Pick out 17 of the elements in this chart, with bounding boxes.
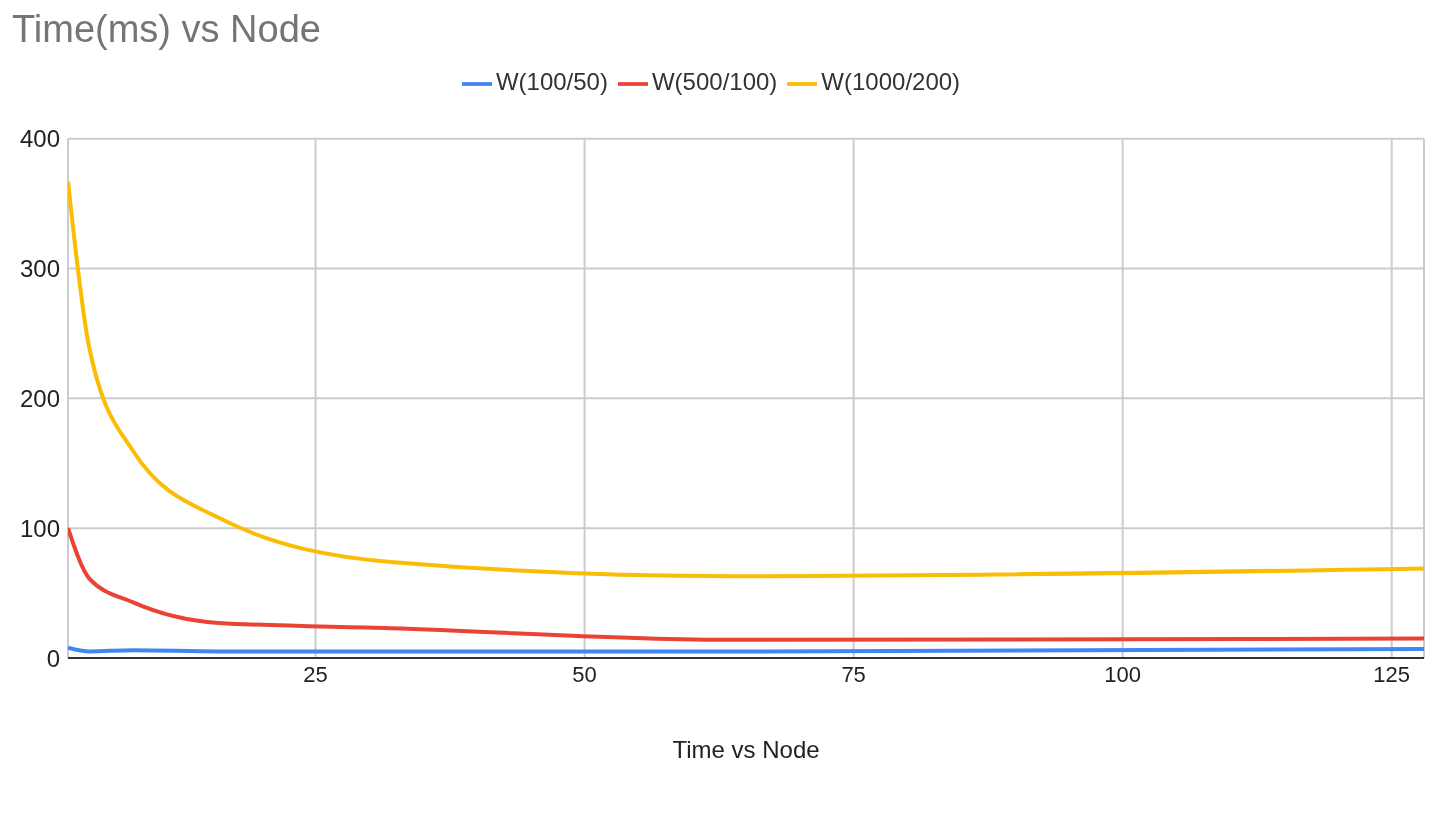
line-series: [68, 526, 1424, 642]
x-axis-title: Time vs Node: [672, 736, 820, 763]
x-tick-label: 125: [1373, 661, 1411, 687]
x-tick-label: 100: [1104, 661, 1142, 687]
chart-title: Time(ms) vs Node: [12, 8, 322, 52]
y-tick-label: 0: [46, 644, 60, 672]
x-tick-label: 25: [303, 661, 328, 687]
y-tick-label: 400: [19, 125, 60, 153]
y-tick-label: 200: [19, 384, 60, 412]
legend-label: W(100/50): [495, 68, 608, 95]
legend-label: W(1000/200): [821, 68, 961, 95]
x-tick-label: 50: [572, 661, 597, 687]
y-tick-label: 300: [19, 255, 60, 283]
x-tick-label: 75: [841, 661, 866, 687]
legend-label: W(500/100): [651, 68, 778, 95]
y-tick-label: 100: [19, 514, 60, 542]
line-series: [68, 179, 1424, 579]
